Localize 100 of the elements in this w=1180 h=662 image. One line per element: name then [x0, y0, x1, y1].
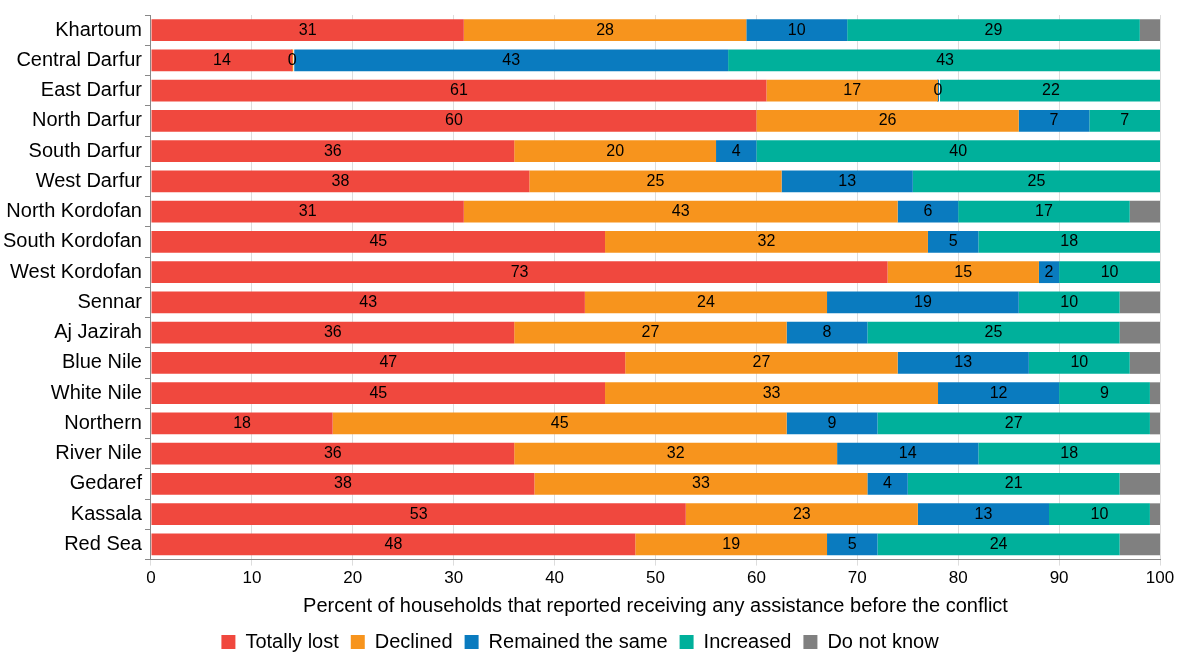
bar: [912, 170, 1160, 193]
data-label: 4: [883, 474, 893, 492]
bar: [978, 442, 1160, 465]
x-tick-label: 70: [847, 568, 867, 588]
bar: [1149, 382, 1160, 405]
data-label: 10: [1070, 353, 1089, 371]
bar: [958, 200, 1130, 223]
bar: [151, 231, 606, 253]
bar: [927, 231, 979, 253]
bar: [837, 442, 979, 465]
data-label: 27: [1004, 413, 1023, 431]
bar: [897, 200, 959, 223]
bar: [1059, 261, 1160, 284]
data-label: 18: [233, 413, 252, 431]
x-tick-label: 100: [1145, 568, 1175, 588]
bar: [151, 200, 464, 223]
data-label: 36: [323, 323, 342, 341]
bar: [534, 473, 868, 495]
data-label: 13: [838, 171, 857, 189]
bar: [151, 473, 535, 495]
data-label: 27: [752, 353, 771, 371]
x-tick-label: 90: [1049, 568, 1069, 588]
bar: [877, 533, 1120, 556]
y-tick-label: River Nile: [55, 441, 142, 464]
data-label: 28: [596, 20, 615, 38]
data-label: 38: [334, 474, 352, 492]
y-tick-label: South Darfur: [28, 138, 143, 161]
bar: [151, 261, 888, 284]
data-label: 2: [1044, 262, 1054, 280]
data-label: 24: [989, 534, 1008, 552]
bar: [867, 321, 1120, 344]
data-label: 32: [666, 444, 685, 462]
bar: [786, 321, 868, 344]
data-label: 25: [984, 323, 1003, 341]
data-label: 38: [331, 171, 350, 189]
data-label: 19: [913, 292, 932, 310]
data-label: 25: [646, 171, 665, 189]
legend-label: Totally lost: [245, 629, 340, 652]
x-tick-label: 20: [343, 568, 363, 588]
x-tick-label: 80: [948, 568, 968, 588]
data-label: 31: [298, 20, 317, 38]
data-label: 0: [933, 81, 943, 99]
y-tick-label: West Darfur: [35, 168, 143, 191]
data-label: 26: [878, 111, 897, 129]
y-tick-label: Red Sea: [64, 531, 143, 554]
data-label: 31: [298, 202, 317, 220]
x-tick-label: 0: [146, 568, 156, 588]
bar: [1149, 503, 1160, 526]
data-label: 7: [1049, 111, 1059, 129]
y-tick-label: Khartoum: [55, 17, 142, 40]
data-label: 33: [692, 474, 710, 492]
bar: [151, 412, 333, 435]
data-label: 21: [1004, 474, 1023, 492]
bar: [1119, 473, 1160, 495]
bar: [685, 503, 918, 526]
bar: [151, 19, 464, 42]
bar: [625, 352, 898, 374]
bar: [514, 321, 787, 344]
bar: [1119, 291, 1160, 314]
data-label: 36: [323, 444, 342, 462]
bar: [716, 140, 757, 163]
bar: [887, 261, 1039, 284]
data-label: 23: [792, 504, 811, 522]
x-tick-label: 60: [746, 568, 766, 588]
data-label: 10: [1060, 292, 1079, 310]
y-tick-label: Gedaref: [69, 471, 143, 494]
bar: [151, 170, 530, 193]
bar: [463, 19, 747, 42]
y-tick-label: South Kordofan: [2, 229, 142, 252]
y-tick-label: Kassala: [70, 501, 143, 524]
data-label: 24: [697, 292, 715, 310]
data-label: 22: [1042, 81, 1061, 99]
bar: [877, 412, 1150, 435]
data-label: 19: [722, 534, 741, 552]
data-label: 7: [1120, 111, 1130, 129]
y-tick-label: Northern: [64, 410, 142, 433]
data-label: 9: [1100, 383, 1110, 401]
bar: [514, 442, 838, 465]
bar: [1139, 19, 1160, 42]
data-label: 43: [359, 292, 378, 310]
data-label: 43: [671, 202, 690, 220]
bar: [151, 533, 636, 556]
bar: [786, 412, 878, 435]
bar: [151, 442, 515, 465]
data-label: 45: [369, 383, 388, 401]
y-tick-label: West Kordofan: [10, 259, 142, 282]
data-label: 9: [827, 413, 837, 431]
bar: [1089, 110, 1160, 132]
y-tick-label: North Kordofan: [6, 199, 142, 222]
data-label: 10: [1100, 262, 1119, 280]
data-label: 29: [984, 20, 1003, 38]
bar: [1028, 352, 1130, 374]
data-label: 73: [510, 262, 529, 280]
data-label: 33: [762, 383, 781, 401]
bar: [151, 321, 515, 344]
x-tick-label: 30: [444, 568, 464, 588]
bar: [938, 382, 1060, 405]
data-label: 17: [1035, 202, 1053, 220]
data-label: 36: [323, 141, 342, 159]
x-tick-label: 50: [646, 568, 665, 588]
